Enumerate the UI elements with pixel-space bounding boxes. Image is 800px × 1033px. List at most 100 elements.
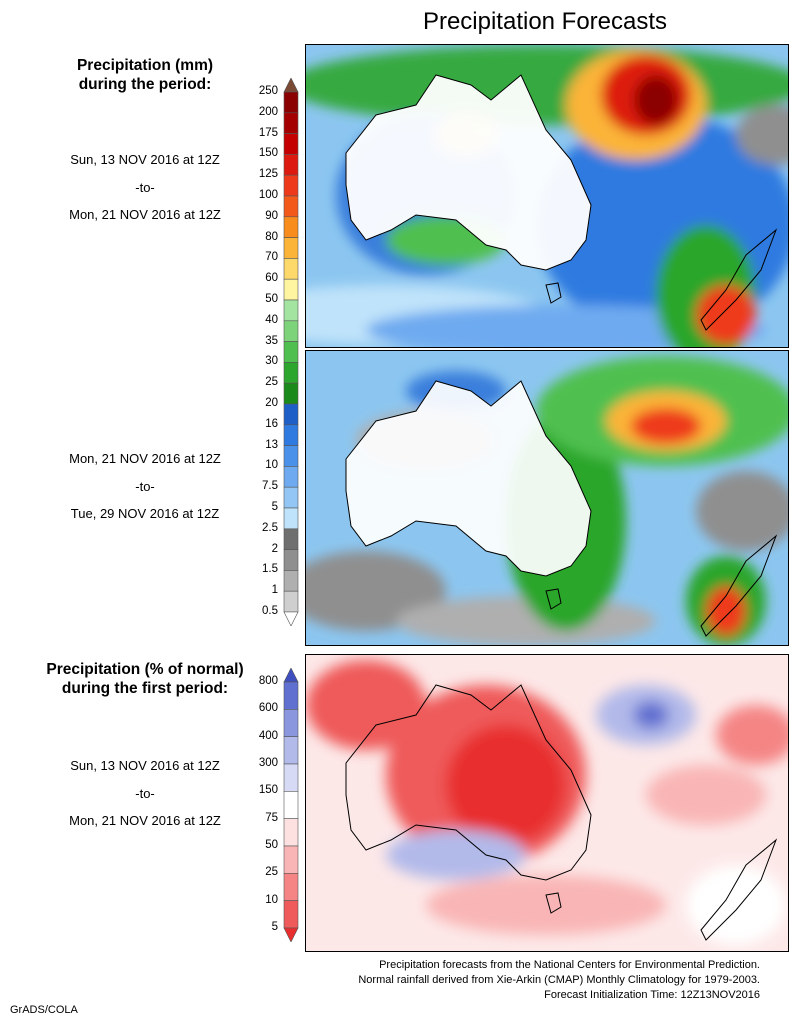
- percent-scale-top-arrow: [283, 668, 299, 683]
- percent-heading-line2: during the first period:: [61, 680, 229, 697]
- footer-line3: Forecast Initialization Time: 12Z13NOV20…: [544, 989, 760, 1001]
- percent-scale-tick-label: 10: [265, 893, 278, 906]
- amount-scale-swatch: [283, 154, 299, 176]
- period1-end: Mon, 21 NOV 2016 at 12Z: [69, 207, 221, 222]
- amount-legend-heading: Precipitation (mm) during the period:: [20, 56, 270, 94]
- amount-scale-swatch: [283, 362, 299, 384]
- percent-scale-tick-label: 75: [265, 811, 278, 824]
- amount-scale-swatch: [283, 216, 299, 238]
- amount-scale-tick-label: 16: [265, 417, 278, 430]
- amount-scale-swatch: [283, 174, 299, 197]
- percent-scale-bottom-arrow: [283, 927, 299, 942]
- amount-scale-tick-label: 150: [258, 147, 278, 160]
- page-title: Precipitation Forecasts: [422, 8, 668, 35]
- percent-scale-tick-label: 50: [265, 839, 278, 851]
- percent-legend-heading: Precipitation (% of normal) during the f…: [20, 660, 270, 698]
- percent-scale-swatch: [283, 791, 299, 819]
- percent-scale-tick-label: 300: [258, 757, 278, 769]
- amount-scale-swatch: [283, 341, 299, 363]
- amount-scale-tick-label: 60: [265, 272, 278, 285]
- amount-scale-tick-label: 35: [265, 334, 278, 347]
- amount-scale-tick-label: 80: [265, 230, 278, 243]
- percent-scale-tick-label: 600: [258, 702, 278, 715]
- amount-scale-swatch: [283, 320, 299, 342]
- amount-scale-tick-label: 50: [265, 293, 278, 305]
- percent-scale-swatch: [283, 709, 299, 737]
- percent-scale-swatch: [283, 736, 299, 765]
- amount-scale-top-arrow: [283, 78, 299, 93]
- amount-heading-line2: during the period:: [78, 76, 212, 93]
- amount-scale-tick-label: 30: [265, 355, 278, 368]
- amount-scale-tick-label: 100: [258, 189, 278, 201]
- percent-period-end: Mon, 21 NOV 2016 at 12Z: [69, 813, 221, 828]
- amount-scale-swatch: [283, 507, 299, 530]
- percent-scale-tick-label: 5: [271, 921, 278, 933]
- period2-separator: -to-: [135, 479, 155, 494]
- amount-scale-swatch: [283, 466, 299, 488]
- amount-scale-swatch: [283, 91, 299, 114]
- amount-scale-swatch: [283, 382, 299, 405]
- percent-scale-swatch: [283, 845, 299, 874]
- percent-scale-swatch: [283, 763, 299, 792]
- amount-scale-tick-label: 125: [258, 168, 278, 181]
- amount-scale-tick-label: 1.5: [262, 563, 278, 576]
- percent-scale-tick-label: 150: [258, 784, 278, 797]
- amount-heading-line1: Precipitation (mm): [76, 57, 214, 74]
- amount-scale-tick-label: 2.5: [262, 521, 278, 534]
- amount-scale-tick-label: 10: [265, 459, 278, 472]
- percent-heading-line1: Precipitation (% of normal): [46, 661, 244, 678]
- amount-scale-tick-label: 13: [265, 438, 278, 451]
- amount-scale-bar: [283, 78, 299, 626]
- percent-scale-tick-label: 400: [258, 729, 278, 742]
- precip-map-period1: [305, 44, 789, 348]
- amount-scale-tick-label: 25: [265, 376, 278, 389]
- amount-scale-swatch: [283, 278, 299, 301]
- amount-scale-swatch: [283, 528, 299, 550]
- amount-scale-swatch: [283, 590, 299, 613]
- percent-scale-bar: [283, 668, 299, 942]
- amount-color-scale: 250 200 175 150 125 100 90 80 70 60 50 40 35 30 25 20 16…: [240, 78, 300, 626]
- amount-scale-swatch: [283, 299, 299, 322]
- footer-notes: Precipitation forecasts from the Nationa…: [300, 958, 760, 1003]
- period2-start: Mon, 21 NOV 2016 at 12Z: [69, 451, 221, 466]
- amount-scale-tick-label: 200: [258, 105, 278, 118]
- amount-scale-swatch: [283, 258, 299, 280]
- amount-scale-swatch: [283, 486, 299, 509]
- percent-color-scale: 800 600 400 300 150 75 50 25 10 5: [240, 668, 300, 942]
- amount-scale-swatch: [283, 570, 299, 592]
- percent-scale-swatch: [283, 818, 299, 847]
- percent-normal-map: [305, 654, 789, 952]
- percent-period-start: Sun, 13 NOV 2016 at 12Z: [70, 758, 220, 773]
- percent-scale-swatch: [283, 873, 299, 901]
- percent-scale-tick-label: 25: [265, 866, 278, 879]
- footer-line2: Normal rainfall derived from Xie-Arkin (…: [358, 974, 760, 986]
- precip-map-period2: [305, 350, 789, 646]
- amount-scale-tick-label: 90: [265, 209, 278, 222]
- amount-scale-tick-label: 7.5: [262, 480, 278, 493]
- amount-scale-swatch: [283, 237, 299, 259]
- amount-scale-tick-label: 70: [265, 251, 278, 264]
- percent-scale-tick-label: 800: [258, 675, 278, 687]
- footer-line1: Precipitation forecasts from the Nationa…: [379, 959, 760, 971]
- amount-scale-swatch: [283, 424, 299, 446]
- amount-scale-tick-label: 250: [258, 85, 278, 97]
- amount-scale-swatch: [283, 112, 299, 134]
- period2-end: Tue, 29 NOV 2016 at 12Z: [70, 506, 220, 521]
- amount-scale-tick-label: 40: [265, 313, 278, 326]
- amount-scale-tick-label: 0.5: [262, 605, 278, 617]
- period1-separator: -to-: [135, 180, 155, 195]
- amount-scale-tick-label: 20: [265, 397, 278, 409]
- amount-scale-bottom-arrow: [283, 611, 299, 626]
- amount-scale-swatch: [283, 403, 299, 426]
- amount-scale-tick-label: 1: [271, 584, 278, 597]
- amount-scale-tick-label: 175: [258, 126, 278, 139]
- percent-scale-swatch: [283, 900, 299, 929]
- grads-credit: GrADS/COLA: [10, 1004, 78, 1016]
- amount-scale-swatch: [283, 133, 299, 155]
- amount-scale-swatch: [283, 195, 299, 218]
- amount-scale-swatch: [283, 549, 299, 571]
- percent-period-separator: -to-: [135, 786, 155, 801]
- amount-scale-tick-label: 2: [271, 542, 278, 555]
- amount-scale-swatch: [283, 445, 299, 467]
- period1-start: Sun, 13 NOV 2016 at 12Z: [70, 152, 220, 167]
